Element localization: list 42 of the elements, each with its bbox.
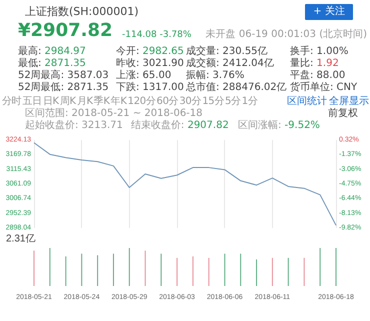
text: + 关注 xyxy=(305,4,353,20)
text: 昨收: 3021.90 xyxy=(116,58,184,69)
text: 年K xyxy=(110,96,127,107)
text: 全屏显示 xyxy=(329,96,369,107)
text: 成交量: 230.55亿 xyxy=(186,46,268,57)
text: 分时 xyxy=(2,96,22,107)
text: 最高: 2984.97 xyxy=(18,46,86,57)
text: 五日 xyxy=(22,96,42,107)
text: 总市值: 288476.02亿 xyxy=(186,82,287,93)
text: -114.08 -3.78% xyxy=(122,29,192,41)
text: 区间范围: 2018-05-21 ~ 2018-06-18 xyxy=(25,108,203,120)
text: 日K xyxy=(42,96,59,107)
text: 换手: 1.00% xyxy=(290,46,348,57)
line-series xyxy=(34,142,336,226)
text: 区间统计 xyxy=(287,96,327,107)
text: 量比: 1.92 xyxy=(290,58,339,69)
text: 今开: 2982.65 xyxy=(116,46,184,57)
text: 周K xyxy=(60,96,76,107)
text: 60分 xyxy=(156,96,178,107)
text: 最低: 2871.35 xyxy=(18,58,86,69)
text: 上证指数(SH:000001) xyxy=(25,5,139,18)
text: 15分 xyxy=(202,96,224,107)
text: ¥2907.82 xyxy=(18,20,113,42)
text: 季K xyxy=(94,96,110,107)
text: 平盘: 88.00 xyxy=(290,70,346,81)
text: 30分 xyxy=(179,96,202,107)
text: 成交额: 2412.04亿 xyxy=(186,58,274,69)
text: 120分 xyxy=(128,96,156,107)
text: 上涨: 65.00 xyxy=(116,70,172,81)
text: 52周最低: 2871.35 xyxy=(18,82,109,93)
text: 5分 xyxy=(225,96,241,107)
text: 前复权 xyxy=(328,108,358,120)
text: 区间涨幅: -9.52% xyxy=(238,120,320,131)
text: 52周最高: 3587.03 xyxy=(18,70,109,81)
text: 起始收盘价: 3213.71 xyxy=(25,120,123,131)
text: 1分 xyxy=(242,96,258,107)
text: 振幅: 3.76% xyxy=(186,70,244,81)
text: 结束收盘价: 2907.82 xyxy=(130,120,229,131)
text: 未开盘 06-19 00:01:03 (北京时间) xyxy=(206,29,367,41)
text: 月K xyxy=(76,96,93,107)
text: 货币单位: CNY xyxy=(290,82,358,93)
text: 下跌: 1317.00 xyxy=(116,82,184,93)
